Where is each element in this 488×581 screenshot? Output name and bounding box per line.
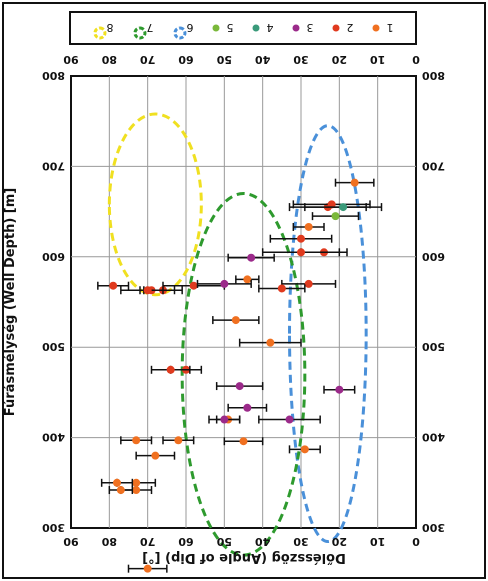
data-point-3 (285, 415, 294, 424)
y-tick-label: 600 (422, 250, 445, 263)
data-point-3 (247, 253, 256, 262)
group-ellipse-7 (180, 192, 307, 557)
x-tick-label: 80 (101, 535, 117, 548)
x-tick-label-top: 60 (178, 53, 194, 66)
data-point-2 (277, 284, 286, 293)
y-axis-label: Fúrásmélység (Well Depth) [m] (3, 188, 18, 416)
data-point-3 (335, 385, 344, 394)
data-point-1 (143, 564, 152, 573)
y-tick-label-right: 300 (42, 521, 65, 534)
data-point-1 (132, 436, 141, 445)
x-tick-label: 10 (370, 535, 386, 548)
x-tick-label: 0 (412, 535, 420, 548)
x-tick-label-top: 30 (293, 53, 309, 66)
legend-marker-2 (332, 24, 340, 32)
legend-label-3: 3 (307, 21, 314, 34)
data-point-1 (239, 437, 248, 446)
x-tick-label-top: 50 (216, 53, 232, 66)
legend-marker-7 (133, 26, 147, 40)
legend-label-4: 4 (267, 21, 274, 34)
y-tick-label-right: 600 (42, 250, 65, 263)
data-point-1 (174, 436, 183, 445)
data-point-3 (243, 403, 252, 412)
x-tick-label: 30 (293, 535, 309, 548)
y-tick-label: 500 (422, 340, 445, 353)
y-tick-label: 800 (422, 69, 445, 82)
legend-marker-1 (372, 24, 380, 32)
legend-marker-8 (93, 26, 107, 40)
x-tick-label: 20 (331, 535, 347, 548)
data-point-1 (116, 486, 125, 495)
x-axis-label: Dőlésszög (Angle of Dip) [°] (142, 550, 346, 565)
data-point-3 (235, 382, 244, 391)
x-tick-label-top: 90 (63, 53, 79, 66)
data-point-1 (350, 178, 359, 187)
data-point-1 (266, 338, 275, 347)
x-tick-label-top: 10 (370, 53, 386, 66)
legend-label-2: 2 (347, 21, 354, 34)
x-tick-label: 50 (216, 535, 232, 548)
data-point-1 (151, 451, 160, 460)
data-point-2 (297, 248, 305, 257)
data-point-3 (220, 415, 229, 424)
legend: 1 2 3 4 5 6 7 8 (69, 11, 417, 45)
data-point-1 (300, 445, 309, 454)
legend-frame (69, 11, 417, 45)
data-point-3 (220, 279, 229, 288)
legend-label-8: 8 (107, 21, 114, 34)
x-tick-label-top: 80 (101, 53, 117, 66)
data-point-2 (189, 281, 198, 290)
x-tick-label-top: 70 (140, 53, 156, 66)
x-tick-label-top: 20 (331, 53, 347, 66)
data-point-2 (166, 365, 175, 374)
legend-marker-4 (252, 24, 260, 32)
data-point-2 (109, 281, 118, 290)
data-point-2 (304, 279, 313, 288)
x-tick-label: 90 (63, 535, 79, 548)
data-point-4 (339, 203, 348, 212)
y-tick-label: 700 (422, 159, 445, 172)
data-point-1 (243, 275, 252, 284)
y-tick-label-right: 500 (42, 340, 65, 353)
x-tick-label-top: 40 (255, 53, 271, 66)
x-tick-label-top: 0 (412, 53, 420, 66)
y-tick-label-right: 700 (42, 159, 65, 172)
x-tick-label: 70 (140, 535, 156, 548)
data-point-1 (132, 478, 141, 487)
y-tick-label: 300 (422, 521, 445, 534)
data-point-2 (297, 234, 305, 243)
y-tick-label-right: 800 (42, 69, 65, 82)
data-point-1 (113, 478, 121, 487)
legend-marker-5 (212, 24, 220, 32)
legend-label-7: 7 (147, 21, 154, 34)
y-tick-label: 400 (422, 431, 445, 444)
x-tick-label: 60 (178, 535, 194, 548)
group-ellipse-8 (107, 112, 203, 297)
legend-marker-6 (173, 26, 187, 40)
data-point-1 (231, 316, 240, 325)
y-tick-label-right: 400 (42, 431, 65, 444)
legend-label-6: 6 (187, 21, 194, 34)
data-point-1 (304, 222, 313, 231)
legend-marker-3 (292, 24, 300, 32)
plot-frame (70, 75, 417, 529)
data-point-1 (132, 486, 141, 495)
legend-label-1: 1 (387, 21, 394, 34)
legend-label-5: 5 (227, 21, 234, 34)
data-point-5 (331, 212, 340, 221)
data-point-2 (143, 286, 152, 295)
x-tick-label: 40 (255, 535, 271, 548)
